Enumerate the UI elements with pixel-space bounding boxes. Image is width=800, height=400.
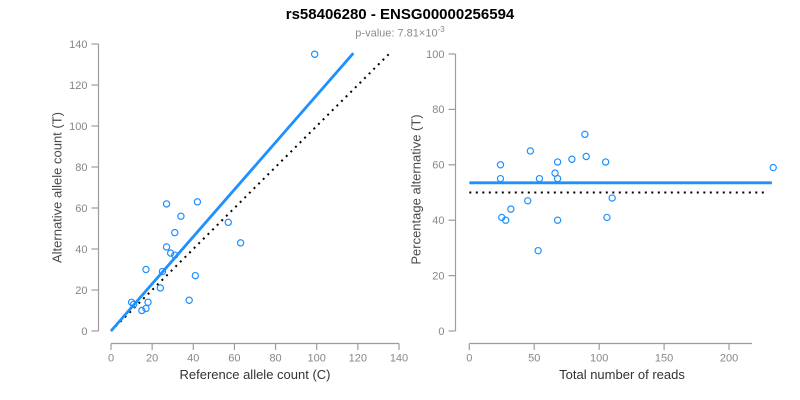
x-tick-label: 200 [720,353,738,365]
x-tick-label: 150 [655,353,673,365]
y-tick-label: 0 [81,326,87,338]
data-point [166,249,175,257]
right-x-axis-title: Total number of reads [559,367,685,382]
data-point [171,228,179,237]
data-point [526,147,535,155]
right-plot-panel: 0 20 40 60 80 100 0 50 100 150 200 [426,49,777,365]
y-tick-label: 0 [438,326,444,338]
data-point [608,194,616,202]
plot-subtitle: p-value: 7.81×10-3 [0,25,800,40]
x-tick-label: 0 [466,353,472,365]
y-tick-label: 60 [432,160,444,172]
y-tick-label: 100 [426,49,444,61]
data-point [156,284,165,292]
left-x-axis-title: Reference allele count (C) [179,367,331,382]
y-tick-label: 80 [432,104,444,116]
data-point [191,271,200,280]
x-tick-label: 100 [308,353,326,365]
left-y-axis-title: Alternative allele count (T) [49,112,65,264]
data-point [224,218,232,227]
data-point [142,304,150,313]
plot-title: rs58406280 - ENSG00000256594 [285,6,515,23]
data-point [129,300,138,309]
y-tick-label: 60 [75,203,87,215]
x-tick-label: 20 [146,353,158,365]
data-point [524,197,532,205]
data-point [162,243,171,251]
data-point [158,267,167,276]
left-plot-panel: 0 20 40 60 80 100 120 140 0 20 40 60 80 100 120 140 [69,39,408,365]
data-point [498,213,506,222]
right-y-axis-title: Percentage alternative (T) [408,114,424,265]
data-point [177,212,185,220]
x-tick-label: 40 [187,353,199,365]
data-point [236,239,245,247]
x-tick-label: 0 [108,353,114,365]
data-point [310,50,319,58]
data-point [603,213,611,222]
x-tick-label: 50 [528,353,540,365]
x-tick-label: 60 [228,353,240,365]
x-tick-label: 120 [349,353,367,365]
fit-line [109,52,355,332]
x-tick-label: 100 [590,353,608,365]
reference-dotted-line [110,53,390,332]
y-tick-label: 120 [69,80,87,92]
data-point [769,163,777,172]
y-tick-label: 140 [69,39,87,51]
data-point [534,246,542,255]
y-tick-label: 80 [75,162,87,174]
x-tick-label: 140 [390,353,408,365]
data-point [507,205,515,213]
y-tick-label: 40 [432,215,444,227]
data-point [568,155,576,163]
y-tick-label: 20 [75,285,87,297]
data-point [142,265,150,274]
data-point [535,174,544,183]
data-point [582,152,590,161]
y-tick-label: 100 [69,121,87,133]
data-point [162,200,171,208]
data-point [138,306,146,315]
data-point [144,298,152,306]
data-point [553,216,562,224]
data-point [553,174,562,183]
data-point [171,251,179,259]
data-point [127,298,136,306]
y-tick-label: 20 [432,270,444,282]
data-point [601,158,610,166]
pvalue-exponent: -3 [437,25,445,34]
data-point [581,130,589,139]
x-tick-label: 80 [269,353,281,365]
data-point [185,296,193,304]
data-point [553,158,562,166]
pvalue-text: p-value: 7.81×10 [355,27,438,40]
data-point [496,174,505,183]
data-point [193,198,202,206]
y-tick-label: 40 [75,244,87,256]
data-point [496,161,505,169]
